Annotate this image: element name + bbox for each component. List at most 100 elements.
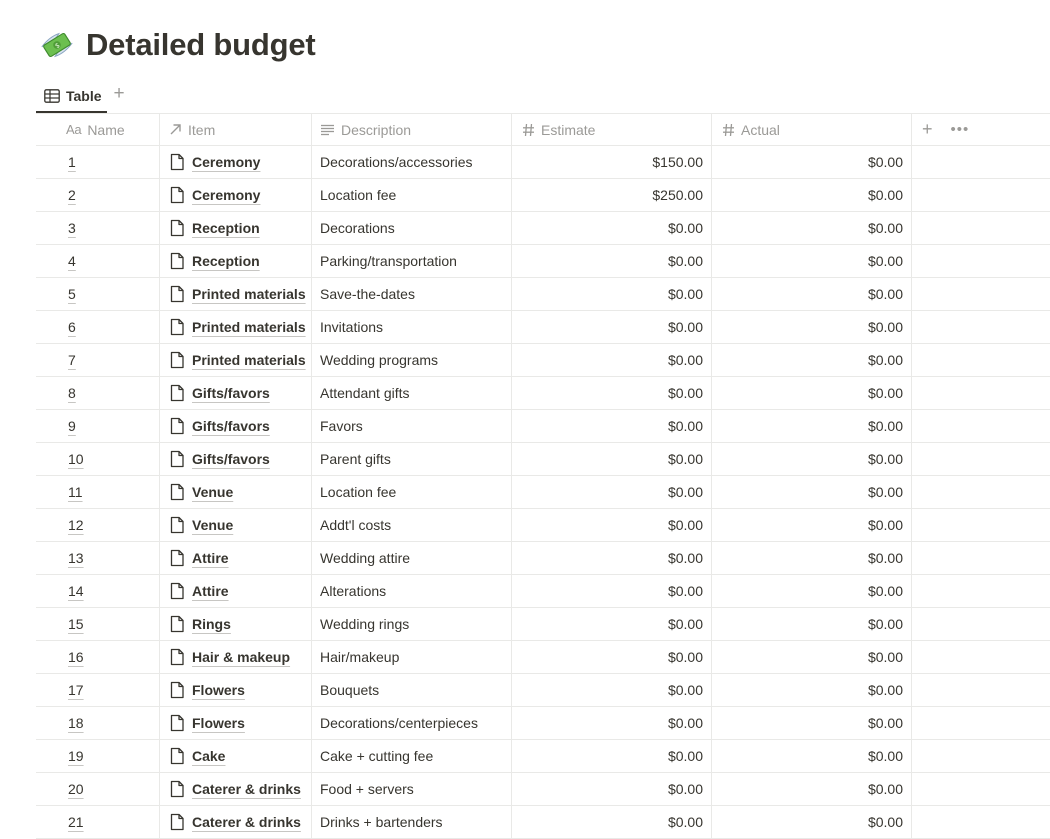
item-cell[interactable]: Gifts/favors bbox=[160, 410, 312, 442]
actual-cell[interactable]: $0.00 bbox=[712, 311, 912, 343]
estimate-cell[interactable]: $0.00 bbox=[512, 476, 712, 508]
row-name[interactable]: 14 bbox=[68, 583, 84, 599]
table-row[interactable]: 5 Printed materials Save-the-dates $0.00 $0.… bbox=[36, 278, 1050, 311]
estimate-cell[interactable]: $0.00 bbox=[512, 674, 712, 706]
item-link[interactable]: Printed materials bbox=[192, 286, 306, 302]
item-link[interactable]: Ceremony bbox=[192, 154, 261, 170]
actual-cell[interactable]: $0.00 bbox=[712, 773, 912, 805]
column-header-name[interactable]: Aa Name bbox=[36, 114, 160, 145]
name-cell[interactable]: 6 bbox=[36, 311, 160, 343]
column-header-description[interactable]: Description bbox=[312, 114, 512, 145]
description-cell[interactable]: Cake + cutting fee bbox=[312, 740, 512, 772]
description-cell[interactable]: Attendant gifts bbox=[312, 377, 512, 409]
name-cell[interactable]: 3 bbox=[36, 212, 160, 244]
table-row[interactable]: 4 Reception Parking/transportation $0.00 $0.… bbox=[36, 245, 1050, 278]
item-cell[interactable]: Venue bbox=[160, 509, 312, 541]
description-cell[interactable]: Bouquets bbox=[312, 674, 512, 706]
table-row[interactable]: 17 Flowers Bouquets $0.00 $0.00 bbox=[36, 674, 1050, 707]
row-name[interactable]: 18 bbox=[68, 715, 84, 731]
name-cell[interactable]: 20 bbox=[36, 773, 160, 805]
more-options-button[interactable]: ••• bbox=[950, 121, 970, 138]
item-cell[interactable]: Ceremony bbox=[160, 146, 312, 178]
actual-cell[interactable]: $0.00 bbox=[712, 707, 912, 739]
row-name[interactable]: 9 bbox=[68, 418, 76, 434]
item-link[interactable]: Gifts/favors bbox=[192, 385, 270, 401]
estimate-cell[interactable]: $0.00 bbox=[512, 707, 712, 739]
actual-cell[interactable]: $0.00 bbox=[712, 443, 912, 475]
description-cell[interactable]: Wedding programs bbox=[312, 344, 512, 376]
item-cell[interactable]: Caterer & drinks bbox=[160, 773, 312, 805]
table-row[interactable]: 3 Reception Decorations $0.00 $0.00 bbox=[36, 212, 1050, 245]
item-link[interactable]: Flowers bbox=[192, 715, 245, 731]
row-name[interactable]: 10 bbox=[68, 451, 84, 467]
description-cell[interactable]: Drinks + bartenders bbox=[312, 806, 512, 838]
table-row[interactable]: 11 Venue Location fee $0.00 $0.00 bbox=[36, 476, 1050, 509]
row-name[interactable]: 8 bbox=[68, 385, 76, 401]
actual-cell[interactable]: $0.00 bbox=[712, 674, 912, 706]
description-cell[interactable]: Hair/makeup bbox=[312, 641, 512, 673]
item-link[interactable]: Hair & makeup bbox=[192, 649, 291, 665]
row-name[interactable]: 21 bbox=[68, 814, 84, 830]
name-cell[interactable]: 16 bbox=[36, 641, 160, 673]
description-cell[interactable]: Decorations/centerpieces bbox=[312, 707, 512, 739]
item-link[interactable]: Caterer & drinks bbox=[192, 814, 301, 830]
table-row[interactable]: 6 Printed materials Invitations $0.00 $0.00 bbox=[36, 311, 1050, 344]
actual-cell[interactable]: $0.00 bbox=[712, 806, 912, 838]
actual-cell[interactable]: $0.00 bbox=[712, 278, 912, 310]
name-cell[interactable]: 4 bbox=[36, 245, 160, 277]
name-cell[interactable]: 1 bbox=[36, 146, 160, 178]
name-cell[interactable]: 2 bbox=[36, 179, 160, 211]
row-name[interactable]: 6 bbox=[68, 319, 76, 335]
table-row[interactable]: 13 Attire Wedding attire $0.00 $0.00 bbox=[36, 542, 1050, 575]
item-link[interactable]: Attire bbox=[192, 550, 229, 566]
item-cell[interactable]: Cake bbox=[160, 740, 312, 772]
estimate-cell[interactable]: $0.00 bbox=[512, 212, 712, 244]
estimate-cell[interactable]: $0.00 bbox=[512, 806, 712, 838]
description-cell[interactable]: Decorations/accessories bbox=[312, 146, 512, 178]
table-row[interactable]: 9 Gifts/favors Favors $0.00 $0.00 bbox=[36, 410, 1050, 443]
name-cell[interactable]: 18 bbox=[36, 707, 160, 739]
row-name[interactable]: 4 bbox=[68, 253, 76, 269]
item-cell[interactable]: Ceremony bbox=[160, 179, 312, 211]
table-row[interactable]: 1 Ceremony Decorations/accessories $150.00 $… bbox=[36, 146, 1050, 179]
name-cell[interactable]: 13 bbox=[36, 542, 160, 574]
description-cell[interactable]: Addt'l costs bbox=[312, 509, 512, 541]
actual-cell[interactable]: $0.00 bbox=[712, 476, 912, 508]
row-name[interactable]: 13 bbox=[68, 550, 84, 566]
item-link[interactable]: Attire bbox=[192, 583, 229, 599]
name-cell[interactable]: 5 bbox=[36, 278, 160, 310]
description-cell[interactable]: Wedding attire bbox=[312, 542, 512, 574]
actual-cell[interactable]: $0.00 bbox=[712, 245, 912, 277]
item-link[interactable]: Cake bbox=[192, 748, 226, 764]
add-view-button[interactable]: + bbox=[113, 83, 125, 104]
item-cell[interactable]: Printed materials bbox=[160, 344, 312, 376]
table-row[interactable]: 10 Gifts/favors Parent gifts $0.00 $0.00 bbox=[36, 443, 1050, 476]
table-row[interactable]: 7 Printed materials Wedding programs $0.00 $… bbox=[36, 344, 1050, 377]
row-name[interactable]: 20 bbox=[68, 781, 84, 797]
name-cell[interactable]: 7 bbox=[36, 344, 160, 376]
actual-cell[interactable]: $0.00 bbox=[712, 212, 912, 244]
table-row[interactable]: 2 Ceremony Location fee $250.00 $0.00 bbox=[36, 179, 1050, 212]
estimate-cell[interactable]: $0.00 bbox=[512, 410, 712, 442]
table-row[interactable]: 12 Venue Addt'l costs $0.00 $0.00 bbox=[36, 509, 1050, 542]
item-link[interactable]: Venue bbox=[192, 484, 234, 500]
estimate-cell[interactable]: $0.00 bbox=[512, 509, 712, 541]
actual-cell[interactable]: $0.00 bbox=[712, 740, 912, 772]
name-cell[interactable]: 12 bbox=[36, 509, 160, 541]
tab-table[interactable]: Table bbox=[36, 80, 107, 113]
description-cell[interactable]: Favors bbox=[312, 410, 512, 442]
estimate-cell[interactable]: $0.00 bbox=[512, 311, 712, 343]
description-cell[interactable]: Parking/transportation bbox=[312, 245, 512, 277]
estimate-cell[interactable]: $0.00 bbox=[512, 542, 712, 574]
actual-cell[interactable]: $0.00 bbox=[712, 410, 912, 442]
estimate-cell[interactable]: $0.00 bbox=[512, 443, 712, 475]
estimate-cell[interactable]: $0.00 bbox=[512, 245, 712, 277]
item-link[interactable]: Gifts/favors bbox=[192, 418, 270, 434]
row-name[interactable]: 12 bbox=[68, 517, 84, 533]
item-cell[interactable]: Attire bbox=[160, 542, 312, 574]
name-cell[interactable]: 8 bbox=[36, 377, 160, 409]
name-cell[interactable]: 14 bbox=[36, 575, 160, 607]
item-cell[interactable]: Flowers bbox=[160, 674, 312, 706]
description-cell[interactable]: Parent gifts bbox=[312, 443, 512, 475]
estimate-cell[interactable]: $0.00 bbox=[512, 575, 712, 607]
